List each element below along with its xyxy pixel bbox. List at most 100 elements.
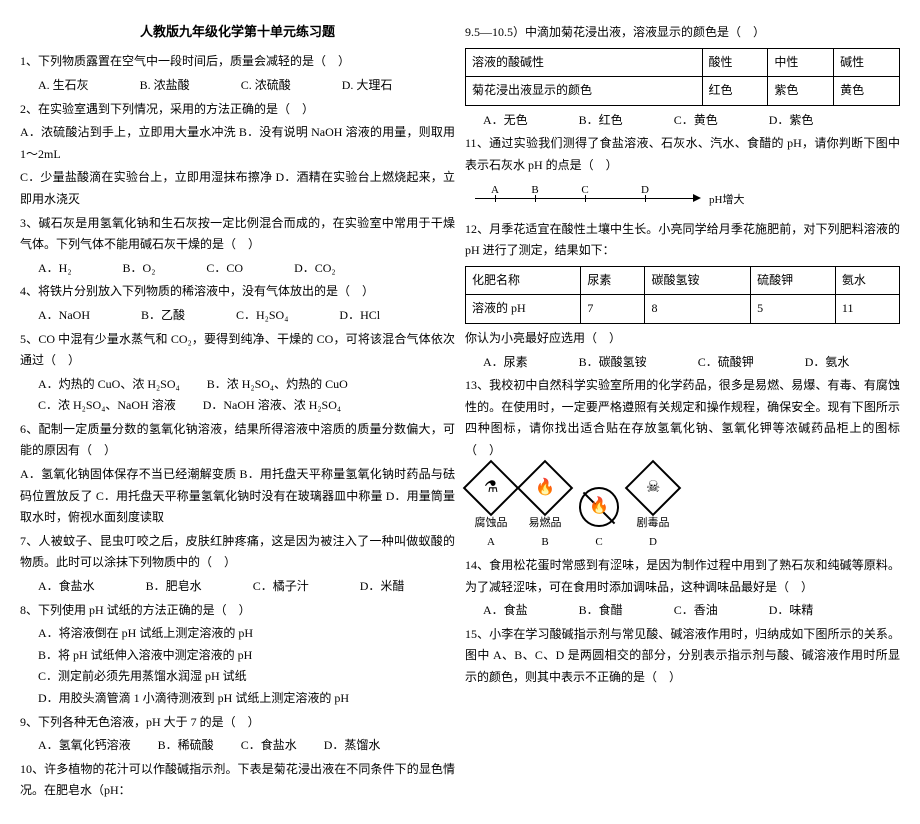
q3-opt-d: D．CO₂ bbox=[294, 258, 336, 280]
tb12-r4: 5 bbox=[751, 295, 836, 324]
q12-opt-b: B．碳酸氢铵 bbox=[579, 352, 647, 374]
tb10-h3: 中性 bbox=[768, 48, 834, 77]
tb12-h3: 碳酸氢铵 bbox=[645, 266, 751, 295]
q3-opt-b: B．O₂ bbox=[123, 258, 156, 280]
q4-opt-b: B．乙酸 bbox=[141, 305, 185, 327]
tb12-h4: 硫酸钾 bbox=[751, 266, 836, 295]
q7-opt-a: A．食盐水 bbox=[38, 576, 95, 598]
q4-opt-d: D．HCl bbox=[339, 305, 380, 327]
q12-opt-c: C．硫酸钾 bbox=[698, 352, 754, 374]
ph-number-line: A B C D pH增大 bbox=[475, 183, 900, 213]
q4-opt-a: A．NaOH bbox=[38, 305, 90, 327]
q5-opt-b: B．浓 H₂SO₄、灼热的 CuO bbox=[207, 374, 348, 396]
q1-opt-c: C. 浓硫酸 bbox=[241, 75, 291, 97]
q1-opt-a: A. 生石灰 bbox=[38, 75, 89, 97]
q8-opt-d: D．用胶头滴管滴 1 小滴待测液到 pH 试纸上测定溶液的 pH bbox=[38, 688, 349, 710]
q12-text: 12、月季花适宜在酸性土壤中生长。小亮同学给月季花施肥前，对下列肥料溶液的 pH… bbox=[465, 219, 900, 262]
q8-opt-b: B．将 pH 试纸伸入溶液中测定溶液的 pH bbox=[38, 645, 252, 667]
haz-lbl-d: 剧毒品 bbox=[637, 514, 670, 534]
hazard-a: ⚗ 腐蚀品 A bbox=[471, 468, 511, 554]
tb12-h5: 氨水 bbox=[835, 266, 899, 295]
q5-options-row1: A．灼热的 CuO、浓 H₂SO₄ B．浓 H₂SO₄、灼热的 CuO bbox=[38, 374, 455, 396]
q10-text: 10、许多植物的花汁可以作酸碱指示剂。下表是菊花浸出液在不同条件下的显色情况。在… bbox=[20, 759, 455, 802]
q14-opt-d: D．味精 bbox=[769, 600, 814, 622]
corrosive-icon: ⚗ bbox=[463, 459, 520, 516]
q3-options: A．H₂ B．O₂ C．CO D．CO₂ bbox=[38, 258, 455, 280]
q3-text: 3、碱石灰是用氢氧化钠和生石灰按一定比例混合而成的，在实验室中常用于干燥气体。下… bbox=[20, 213, 455, 256]
haz-b-letter: B bbox=[541, 533, 548, 553]
worksheet-title: 人教版九年级化学第十单元练习题 bbox=[20, 20, 455, 43]
q5-options-row2: C．浓 H₂SO₄、NaOH 溶液 D．NaOH 溶液、浓 H₂SO₄ bbox=[38, 395, 455, 417]
q3-opt-a: A．H₂ bbox=[38, 258, 72, 280]
tick-lbl-a: A bbox=[491, 181, 499, 201]
tb10-h2: 酸性 bbox=[702, 48, 768, 77]
q7-opt-c: C．橘子汁 bbox=[253, 576, 309, 598]
q9-opt-c: C．食盐水 bbox=[241, 735, 297, 757]
table-row: 菊花浸出液显示的颜色 红色 紫色 黄色 bbox=[466, 77, 900, 106]
table-row: 化肥名称 尿素 碳酸氢铵 硫酸钾 氨水 bbox=[466, 266, 900, 295]
q8-opt-a: A．将溶液倒在 pH 试纸上测定溶液的 pH bbox=[38, 623, 253, 645]
q5-opt-c: C．浓 H₂SO₄、NaOH 溶液 bbox=[38, 395, 176, 417]
q9-text: 9、下列各种无色溶液，pH 大于 7 的是（ ） bbox=[20, 712, 455, 734]
toxic-icon: ☠ bbox=[625, 459, 682, 516]
tick-lbl-b: B bbox=[531, 181, 538, 201]
q12-opt-a: A．尿素 bbox=[483, 352, 528, 374]
worksheet-page: 人教版九年级化学第十单元练习题 1、下列物质露置在空气中一段时间后，质量会减轻的… bbox=[20, 20, 900, 804]
no-fire-icon: 🔥 bbox=[579, 487, 619, 527]
tick-lbl-c: C bbox=[581, 181, 588, 201]
q9-options: A．氢氧化钙溶液 B．稀硫酸 C．食盐水 D．蒸馏水 bbox=[38, 735, 455, 757]
q10-table: 溶液的酸碱性 酸性 中性 碱性 菊花浸出液显示的颜色 红色 紫色 黄色 bbox=[465, 48, 900, 106]
tb10-h4: 碱性 bbox=[834, 48, 900, 77]
q14-opt-c: C．香油 bbox=[674, 600, 718, 622]
tb10-h1: 溶液的酸碱性 bbox=[466, 48, 703, 77]
q1-text: 1、下列物质露置在空气中一段时间后，质量会减轻的是（ ） bbox=[20, 51, 455, 73]
q7-opt-d: D．米醋 bbox=[360, 576, 405, 598]
q14-opt-b: B．食醋 bbox=[579, 600, 623, 622]
q12-table: 化肥名称 尿素 碳酸氢铵 硫酸钾 氨水 溶液的 pH 7 8 5 11 bbox=[465, 266, 900, 324]
q3-opt-c: C．CO bbox=[206, 258, 243, 280]
right-column: 9.5—10.5）中滴加菊花浸出液，溶液显示的颜色是（ ） 溶液的酸碱性 酸性 … bbox=[465, 20, 900, 804]
q10-options: A．无色 B．红色 C．黄色 D．紫色 bbox=[483, 110, 900, 132]
q9-opt-d: D．蒸馏水 bbox=[324, 735, 381, 757]
hazard-c: 🔥 C bbox=[579, 487, 619, 553]
tb10-r4: 黄色 bbox=[834, 77, 900, 106]
flammable-icon: 🔥 bbox=[517, 459, 574, 516]
q1-opt-d: D. 大理石 bbox=[342, 75, 393, 97]
q8-options-row1: A．将溶液倒在 pH 试纸上测定溶液的 pH B．将 pH 试纸伸入溶液中测定溶… bbox=[38, 623, 455, 666]
q8-text: 8、下列使用 pH 试纸的方法正确的是（ ） bbox=[20, 600, 455, 622]
q5-opt-d: D．NaOH 溶液、浓 H₂SO₄ bbox=[203, 395, 341, 417]
axis-label: pH增大 bbox=[709, 191, 744, 211]
arrow-icon bbox=[693, 194, 701, 202]
tb12-r1: 溶液的 pH bbox=[466, 295, 581, 324]
q12-options: A．尿素 B．碳酸氢铵 C．硫酸钾 D．氨水 bbox=[483, 352, 900, 374]
tb10-r1: 菊花浸出液显示的颜色 bbox=[466, 77, 703, 106]
q15-text: 15、小李在学习酸碱指示剂与常见酸、碱溶液作用时，归纳成如下图所示的关系。图中 … bbox=[465, 624, 900, 689]
haz-a-letter: A bbox=[487, 533, 495, 553]
tb12-h1: 化肥名称 bbox=[466, 266, 581, 295]
q4-options: A．NaOH B．乙酸 C．H₂SO₄ D．HCl bbox=[38, 305, 455, 327]
q14-opt-a: A．食盐 bbox=[483, 600, 528, 622]
q4-text: 4、将铁片分别放入下列物质的稀溶液中，没有气体放出的是（ ） bbox=[20, 281, 455, 303]
q6-options: A．氢氧化钠固体保存不当已经潮解变质 B．用托盘天平称量氢氧化钠时药品与砝码位置… bbox=[20, 464, 455, 529]
table-row: 溶液的 pH 7 8 5 11 bbox=[466, 295, 900, 324]
hazard-d: ☠ 剧毒品 D bbox=[633, 468, 673, 554]
tb12-h2: 尿素 bbox=[581, 266, 645, 295]
haz-c-letter: C bbox=[595, 533, 602, 553]
q7-text: 7、人被蚊子、昆虫叮咬之后，皮肤红肿疼痛，这是因为被注入了一种叫做蚁酸的物质。此… bbox=[20, 531, 455, 574]
q8-options-row2: C．测定前必须先用蒸馏水润湿 pH 试纸 D．用胶头滴管滴 1 小滴待测液到 p… bbox=[38, 666, 455, 709]
q10-opt-b: B．红色 bbox=[579, 110, 623, 132]
q4-opt-c: C．H₂SO₄ bbox=[236, 305, 288, 327]
haz-lbl-a: 腐蚀品 bbox=[475, 514, 508, 534]
tb12-r2: 7 bbox=[581, 295, 645, 324]
tb12-r3: 8 bbox=[645, 295, 751, 324]
tb10-r3: 紫色 bbox=[768, 77, 834, 106]
left-column: 人教版九年级化学第十单元练习题 1、下列物质露置在空气中一段时间后，质量会减轻的… bbox=[20, 20, 455, 804]
q7-opt-b: B．肥皂水 bbox=[146, 576, 202, 598]
q2-text: 2、在实验室遇到下列情况，采用的方法正确的是（ ） bbox=[20, 99, 455, 121]
q1-options: A. 生石灰 B. 浓盐酸 C. 浓硫酸 D. 大理石 bbox=[38, 75, 455, 97]
q11-text: 11、通过实验我们测得了食盐溶液、石灰水、汽水、食醋的 pH，请你判断下图中表示… bbox=[465, 133, 900, 176]
q7-options: A．食盐水 B．肥皂水 C．橘子汁 D．米醋 bbox=[38, 576, 455, 598]
q9-opt-b: B．稀硫酸 bbox=[158, 735, 214, 757]
q12-opt-d: D．氨水 bbox=[805, 352, 850, 374]
q8-opt-c: C．测定前必须先用蒸馏水润湿 pH 试纸 bbox=[38, 666, 247, 688]
